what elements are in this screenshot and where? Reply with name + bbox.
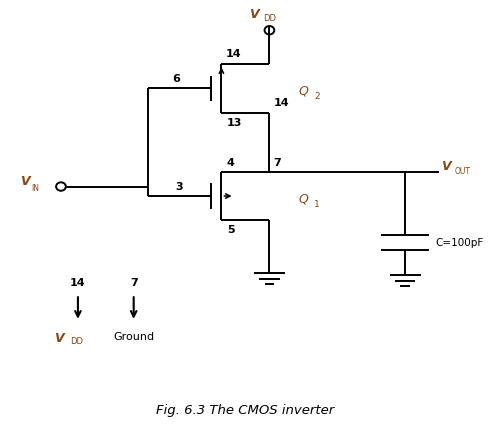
Text: 2: 2: [314, 92, 320, 101]
Text: V: V: [54, 332, 63, 345]
Text: 5: 5: [227, 226, 235, 235]
Text: C=100pF: C=100pF: [435, 238, 484, 247]
Text: 3: 3: [175, 182, 182, 192]
Text: 13: 13: [227, 118, 242, 128]
Text: 7: 7: [130, 278, 138, 288]
Text: OUT: OUT: [455, 167, 471, 176]
Text: 4: 4: [227, 158, 235, 167]
Text: V: V: [441, 160, 451, 173]
Text: Fig. 6.3 The CMOS inverter: Fig. 6.3 The CMOS inverter: [156, 404, 334, 417]
Text: V: V: [20, 175, 29, 188]
Text: 6: 6: [172, 74, 180, 84]
Text: 14: 14: [70, 278, 86, 288]
Text: 1: 1: [314, 200, 320, 209]
Text: 7: 7: [273, 158, 281, 167]
Text: DD: DD: [70, 337, 83, 346]
Text: V: V: [249, 8, 259, 21]
Text: IN: IN: [31, 184, 39, 193]
Text: 14: 14: [226, 49, 242, 59]
Text: Q: Q: [299, 85, 308, 98]
Text: Ground: Ground: [113, 332, 154, 342]
Text: DD: DD: [263, 14, 277, 24]
Text: Q: Q: [299, 193, 308, 206]
Text: 14: 14: [273, 98, 289, 108]
